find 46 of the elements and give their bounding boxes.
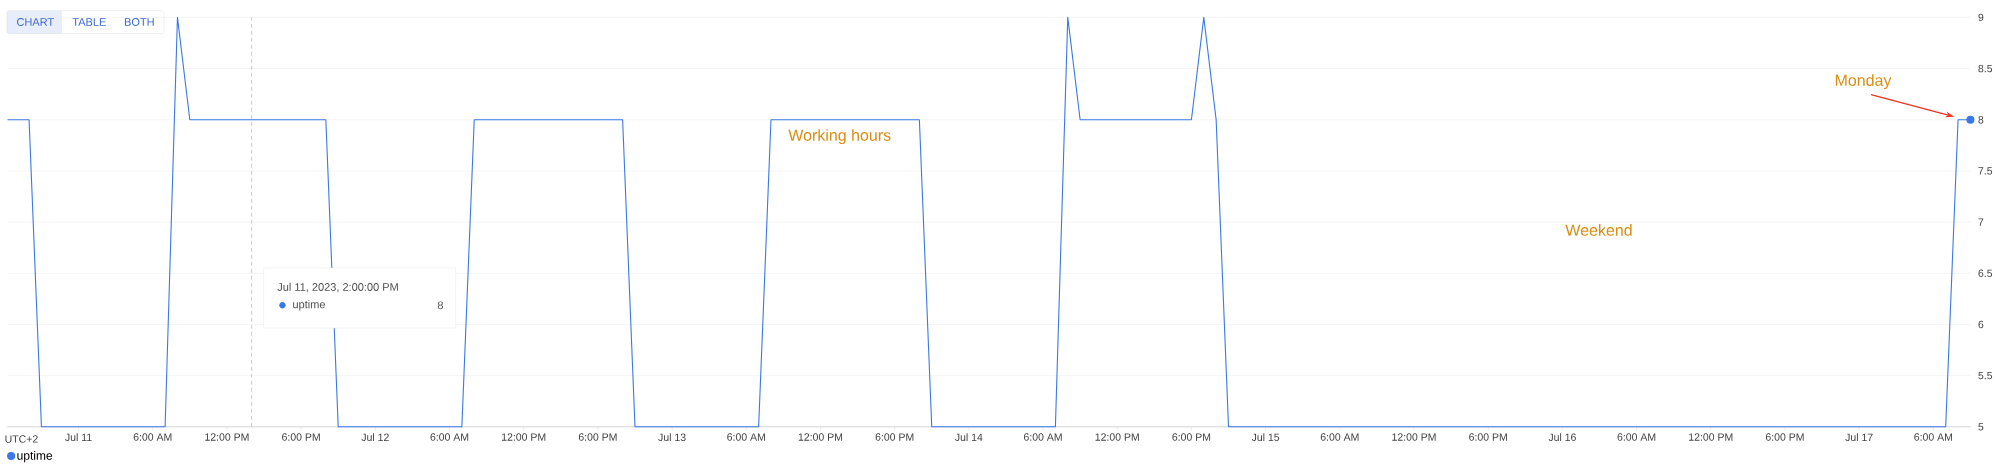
x-tick-label: 6:00 AM: [1320, 433, 1359, 441]
x-tick-label: 6:00 AM: [430, 433, 469, 441]
annotation: 8: [437, 301, 443, 310]
y-tick-label: 5: [1978, 423, 1984, 431]
x-tick-label: Jul 14: [955, 433, 983, 442]
y-tick-label: 5.5: [1978, 371, 1993, 380]
annotation: BOTH: [124, 18, 154, 26]
y-tick-label: 8: [1978, 116, 1984, 124]
x-tick-label: 6:00 PM: [578, 433, 617, 441]
x-tick-label: Jul 11: [65, 433, 92, 442]
x-tick-label: Jul 12: [361, 433, 389, 442]
x-tick-label: 6:00 PM: [875, 433, 914, 441]
x-tick-label: 6:00 AM: [1914, 433, 1953, 441]
x-tick-label: Jul 16: [1548, 433, 1576, 442]
x-tick-label: 6:00 AM: [1024, 433, 1062, 441]
x-tick-label: Jul 15: [1251, 433, 1280, 442]
y-tick-label: 7: [1978, 218, 1984, 226]
x-tick-label: 6:00 PM: [1765, 433, 1804, 441]
x-tick-label: 6:00 PM: [282, 433, 320, 441]
annotation: Weekend: [1565, 224, 1632, 236]
x-tick-label: 12:00 PM: [798, 433, 843, 441]
x-tick-label: 12:00 PM: [205, 433, 249, 441]
text: UTC+2: [5, 435, 38, 443]
annotation: Working hours: [788, 129, 891, 145]
y-tick-label: 7.5: [1978, 167, 1993, 175]
x-tick-label: Jul 17: [1845, 433, 1873, 442]
x-tick-label: 6:00 AM: [727, 433, 765, 441]
y-tick-label: 6.5: [1978, 269, 1993, 277]
x-tick-label: 6:00 AM: [1617, 433, 1656, 441]
y-tick-label: 9: [1978, 13, 1984, 22]
x-tick-label: Jul 13: [658, 433, 686, 442]
y-tick-label: 6: [1978, 320, 1984, 329]
annotation: TABLE: [72, 18, 106, 26]
text: uptime: [17, 450, 53, 463]
x-tick-label: 12:00 PM: [1689, 433, 1733, 441]
legend-label: uptime: [293, 300, 325, 311]
x-tick-label: 6:00 AM: [133, 433, 172, 441]
ref-line-label: Jul 11, 2023, 2:00:00 PM: [277, 282, 398, 293]
x-tick-label: 12:00 PM: [1095, 433, 1139, 441]
annotation: Monday: [1835, 74, 1892, 90]
x-tick-label: 12:00 PM: [502, 433, 546, 441]
y-tick-label: 8.5: [1978, 64, 1993, 73]
x-tick-label: 6:00 PM: [1172, 433, 1211, 441]
x-tick-label: 12:00 PM: [1392, 433, 1436, 441]
annotation: CHART: [17, 18, 54, 26]
x-tick-label: 6:00 PM: [1469, 433, 1507, 441]
